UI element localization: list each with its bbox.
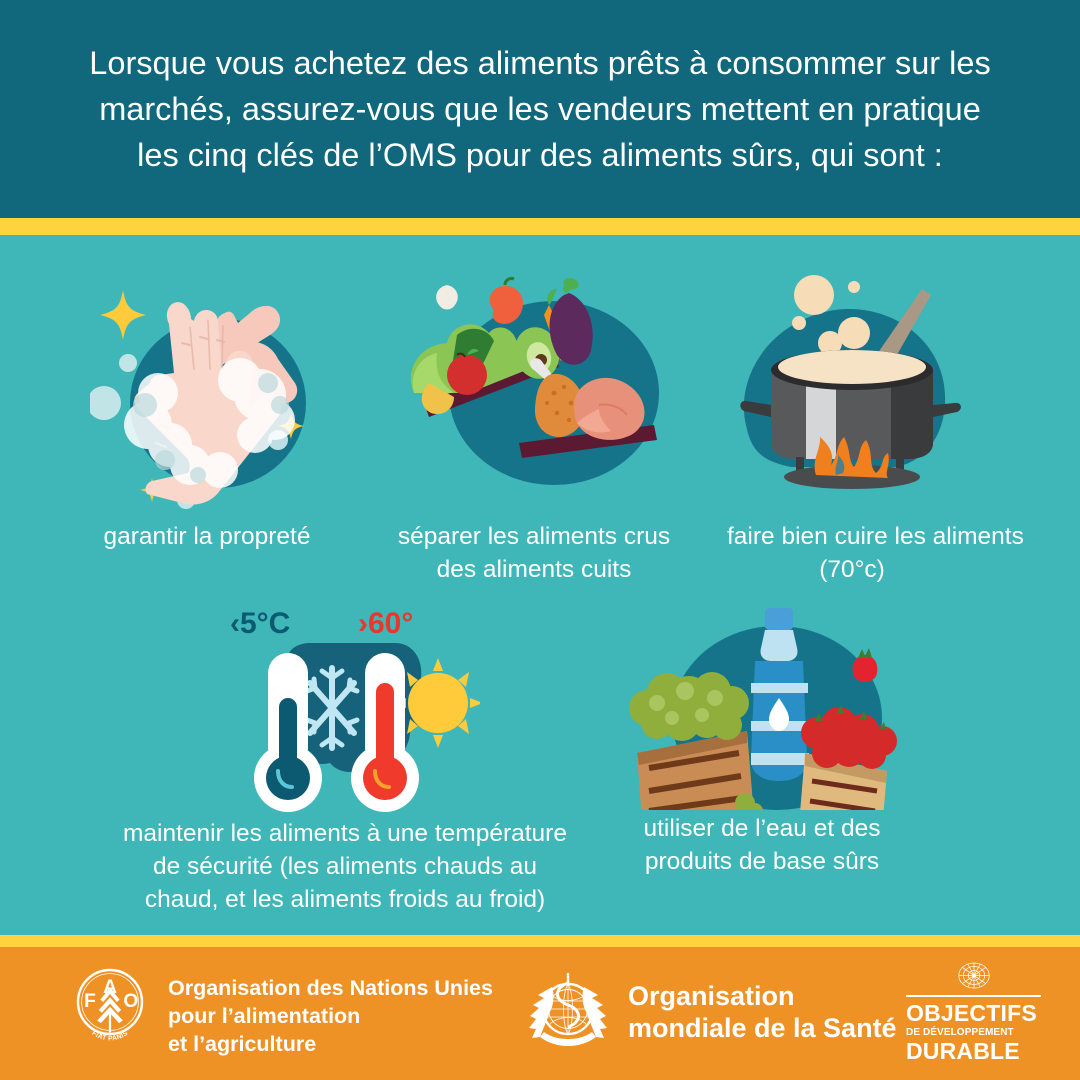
svg-text:›60°: ›60° [358, 607, 413, 640]
svg-text:‹5°C: ‹5°C [230, 607, 290, 640]
svg-text:F: F [84, 991, 96, 1012]
svg-text:O: O [123, 991, 138, 1012]
